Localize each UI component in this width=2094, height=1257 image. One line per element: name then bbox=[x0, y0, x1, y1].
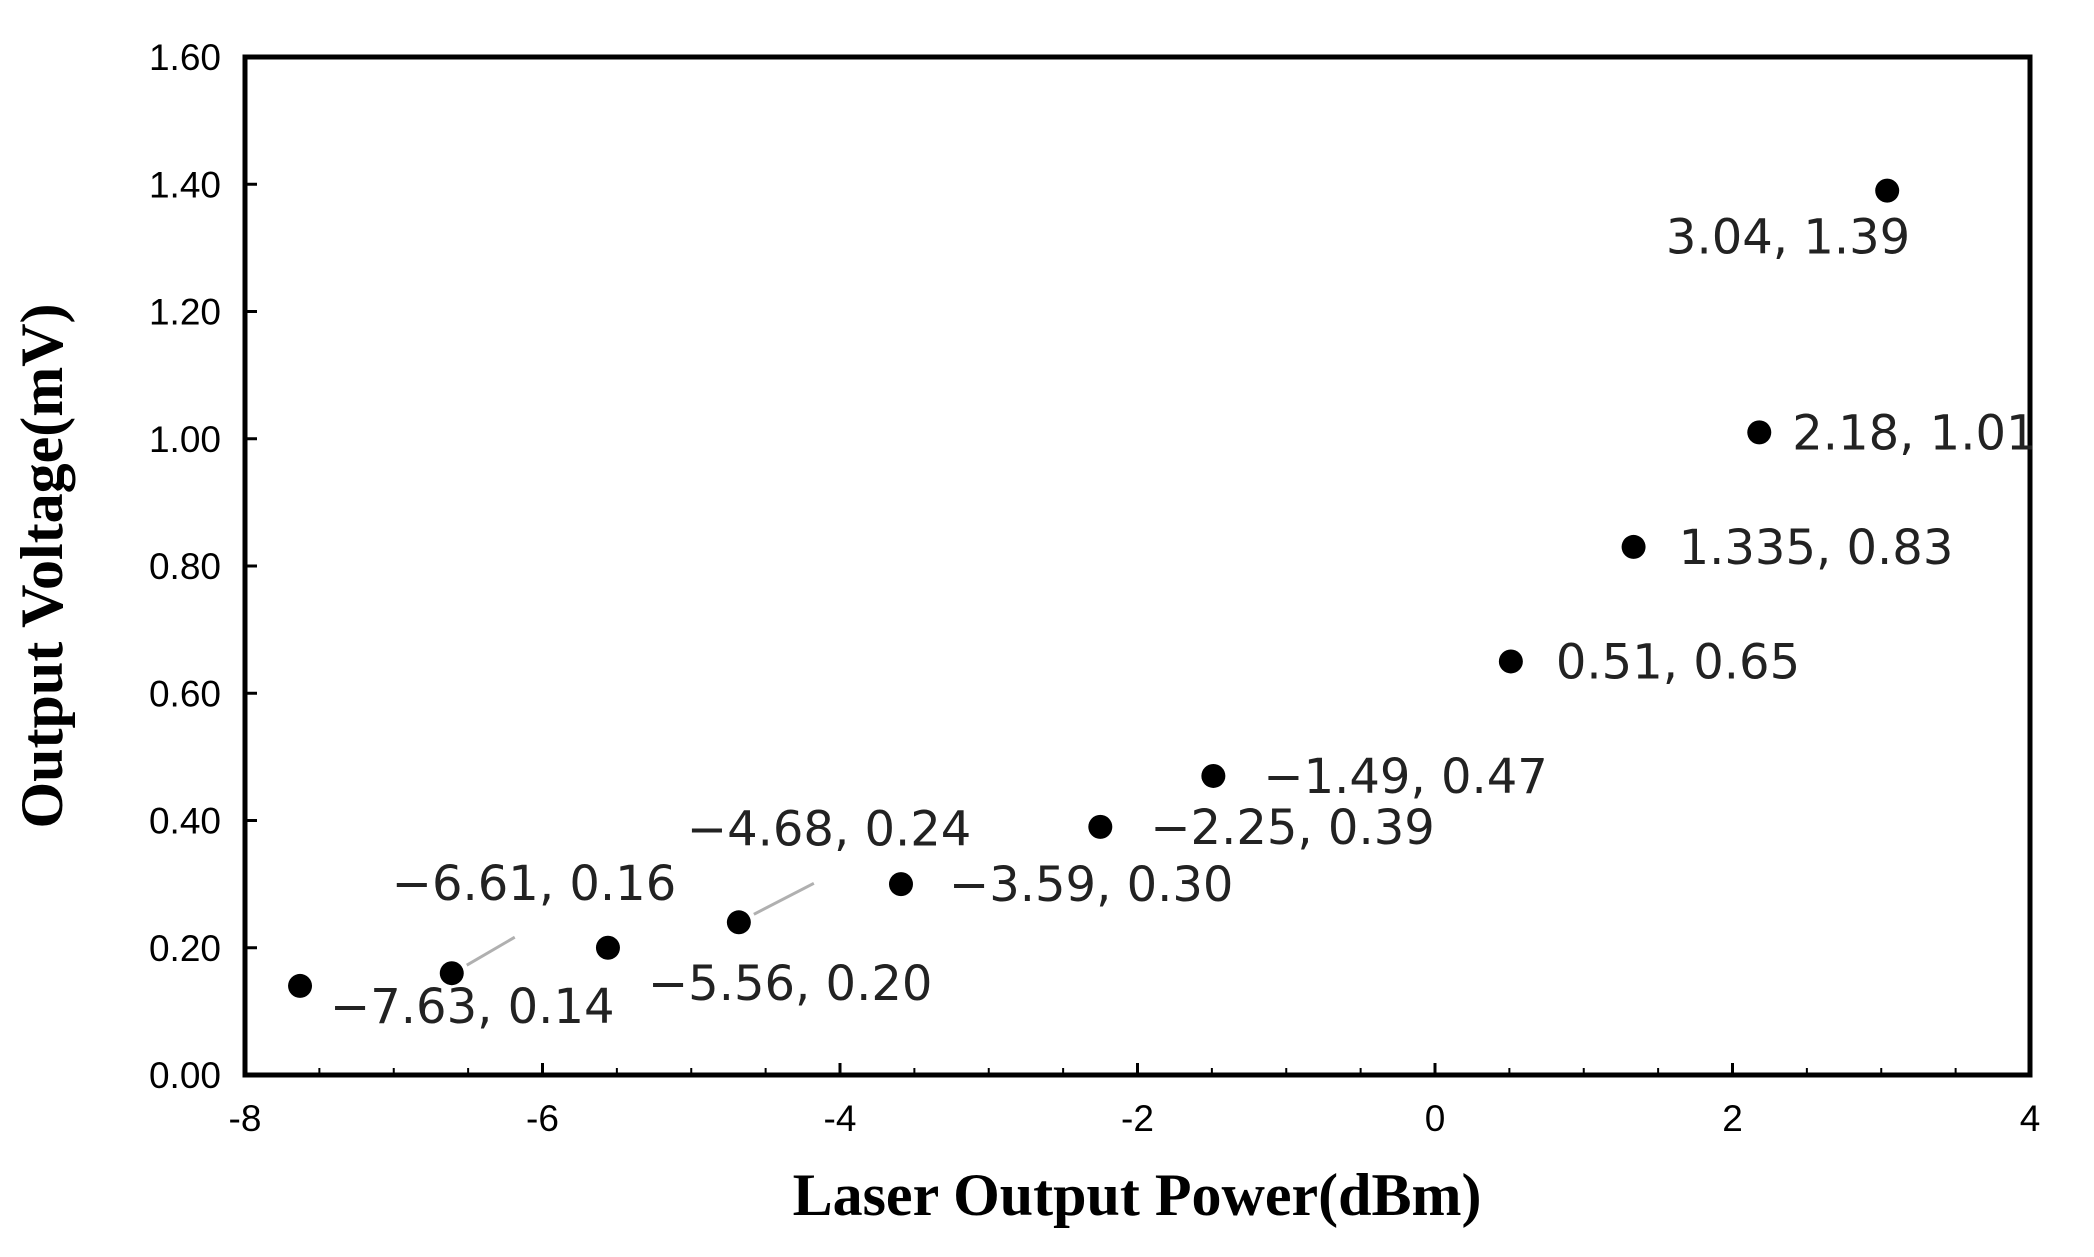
y-tick-label: 1.40 bbox=[149, 164, 221, 205]
x-tick-label: -4 bbox=[824, 1098, 857, 1139]
data-label: −6.61, 0.16 bbox=[392, 856, 676, 912]
data-points bbox=[288, 178, 1900, 998]
data-label: −5.56, 0.20 bbox=[648, 956, 932, 1012]
y-tick-label: 0.60 bbox=[149, 673, 221, 714]
leader-line bbox=[753, 881, 815, 916]
y-tick-label: 0.80 bbox=[149, 546, 221, 587]
data-point bbox=[595, 935, 620, 960]
y-tick-label: 0.20 bbox=[149, 928, 221, 969]
data-label: −3.59, 0.30 bbox=[949, 857, 1233, 913]
data-label: 0.51, 0.65 bbox=[1556, 634, 1800, 690]
x-tick-label: -8 bbox=[229, 1098, 262, 1139]
y-tick-label: 0.00 bbox=[149, 1055, 221, 1096]
data-point bbox=[439, 961, 464, 986]
x-axis-title: Laser Output Power(dBm) bbox=[793, 1162, 1482, 1228]
data-label: −4.68, 0.24 bbox=[687, 801, 971, 857]
data-label: −2.25, 0.39 bbox=[1150, 800, 1434, 856]
y-tick-label: 1.00 bbox=[149, 419, 221, 460]
data-label: 3.04, 1.39 bbox=[1666, 210, 1910, 266]
leader-line bbox=[466, 935, 516, 967]
data-point bbox=[1875, 178, 1900, 203]
leader-lines bbox=[466, 881, 815, 967]
data-label: −7.63, 0.14 bbox=[330, 979, 614, 1035]
data-label: −1.49, 0.47 bbox=[1263, 749, 1547, 805]
tick-labels: -8 -6 -4 -2 0 2 4 0.00 0.20 0.40 0.60 0.80 1.00 1.20 1… bbox=[149, 37, 2040, 1139]
x-tick-label: -6 bbox=[526, 1098, 559, 1139]
y-tick-label: 0.40 bbox=[149, 801, 221, 842]
data-point bbox=[1088, 814, 1113, 839]
data-point bbox=[888, 872, 913, 897]
y-tick-label: 1.20 bbox=[149, 292, 221, 333]
data-point bbox=[1621, 534, 1646, 559]
data-labels: −7.63, 0.14 −6.61, 0.16 −5.56, 0.20 −4.68, … bbox=[330, 210, 2037, 1035]
tick-marks bbox=[243, 55, 2032, 1077]
x-tick-label: 4 bbox=[2020, 1098, 2041, 1139]
data-point bbox=[288, 973, 313, 998]
data-label: 1.335, 0.83 bbox=[1679, 520, 1954, 576]
data-point bbox=[1201, 763, 1226, 788]
x-tick-label: -2 bbox=[1121, 1098, 1154, 1139]
data-point bbox=[1747, 420, 1772, 445]
x-tick-label: 2 bbox=[1722, 1098, 1743, 1139]
y-axis-title: Output Voltage(mV) bbox=[9, 303, 75, 828]
y-tick-label: 1.60 bbox=[149, 37, 221, 78]
data-label: 2.18, 1.01 bbox=[1792, 405, 2036, 461]
x-tick-label: 0 bbox=[1425, 1098, 1446, 1139]
data-point bbox=[1498, 649, 1523, 674]
data-point bbox=[726, 910, 751, 935]
